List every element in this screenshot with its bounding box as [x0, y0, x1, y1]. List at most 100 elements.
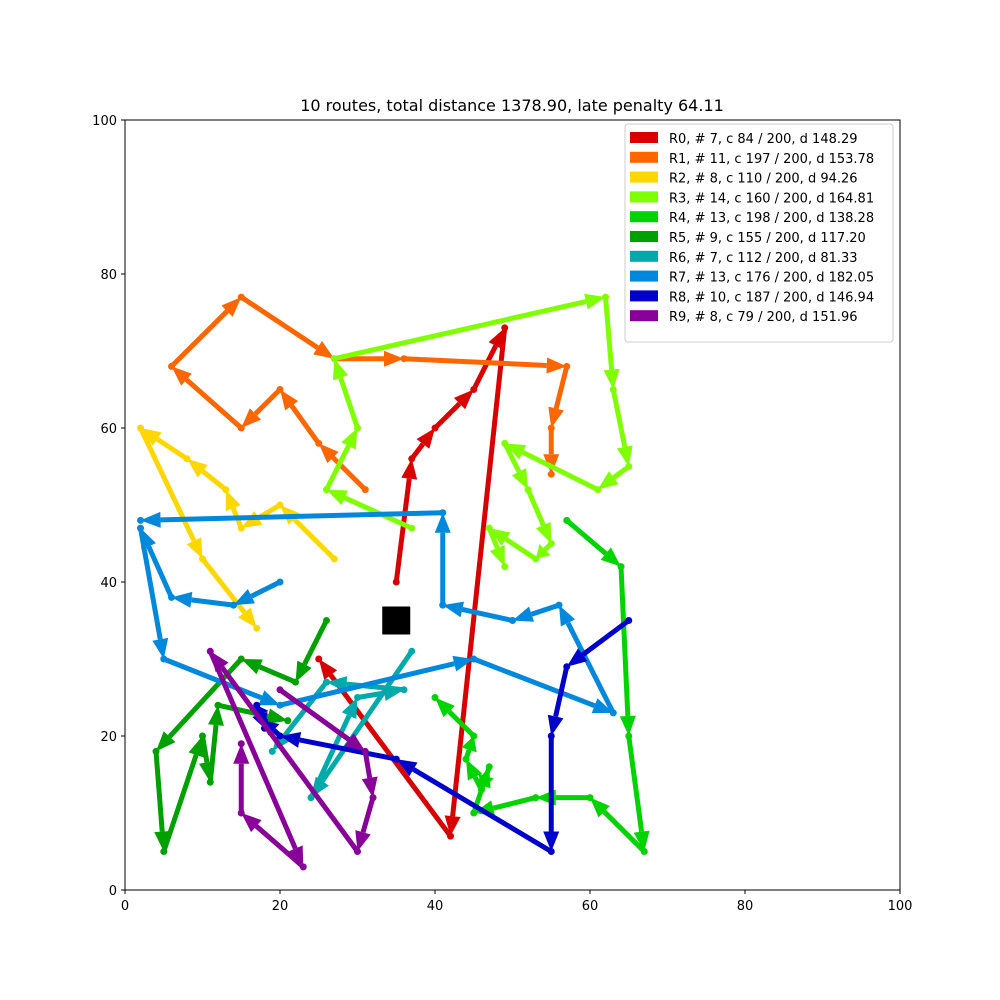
customer-point — [501, 324, 509, 332]
customer-point — [160, 848, 168, 855]
route-segment — [200, 735, 210, 763]
x-tick-label: 60 — [582, 899, 599, 914]
route-segment — [324, 444, 351, 491]
route-segment — [553, 666, 570, 718]
route-segment — [502, 442, 522, 473]
route-arrowhead — [619, 715, 636, 736]
route-segment — [618, 566, 631, 717]
y-tick-label: 100 — [92, 114, 117, 129]
route-segment — [602, 809, 647, 854]
route-segment — [239, 295, 319, 350]
customer-point — [640, 848, 648, 855]
route-arrowhead — [566, 648, 588, 667]
customer-point — [330, 355, 338, 363]
customer-point — [292, 678, 299, 686]
route-arrowhead — [591, 698, 614, 714]
route-segment — [362, 750, 373, 779]
legend-label-r1: R1, # 11, c 197 / 200, d 153.78 — [669, 152, 874, 167]
legend-label-r2: R2, # 8, c 110 / 200, d 94.26 — [669, 172, 858, 187]
route-arrowhead — [489, 528, 511, 546]
route-segment — [308, 714, 352, 799]
customer-point — [183, 455, 191, 463]
customer-point — [609, 386, 617, 393]
route-arrowhead — [489, 545, 505, 567]
route-arrowhead — [208, 705, 224, 726]
route-segment — [626, 735, 645, 833]
chart-title: 10 routes, total distance 1378.90, late … — [300, 96, 724, 115]
route-arrowhead — [512, 606, 535, 622]
route-r8 — [252, 617, 633, 855]
customer-point — [563, 362, 571, 370]
route-arrowhead — [171, 366, 192, 386]
x-tick-label: 0 — [121, 899, 129, 914]
route-arrowhead — [318, 659, 338, 680]
customer-point — [152, 747, 160, 755]
route-segment — [530, 602, 560, 617]
customer-point — [268, 747, 276, 755]
legend-swatch-r8 — [630, 290, 658, 302]
legend-label-r4: R4, # 13, c 198 / 200, d 138.28 — [669, 211, 874, 226]
customer-point — [501, 563, 509, 571]
route-segment — [302, 619, 329, 666]
route-arrowhead — [233, 589, 255, 606]
customer-point — [237, 293, 245, 301]
x-axis: 0 20 40 60 80 100 — [121, 890, 913, 914]
route-arrowhead — [597, 471, 619, 490]
customer-point — [354, 424, 361, 432]
route-segment — [447, 709, 476, 738]
route-r2 — [137, 424, 338, 632]
route-arrowhead — [221, 297, 242, 317]
x-tick-label: 40 — [427, 899, 444, 914]
route-segment — [581, 618, 631, 657]
route-arrowhead — [295, 660, 312, 683]
route-segment — [184, 377, 243, 430]
x-tick-label: 100 — [888, 899, 913, 914]
legend-swatch-r9 — [630, 310, 658, 322]
route-arrowhead — [600, 547, 621, 567]
route-arrowhead — [258, 690, 280, 706]
route-arrowhead — [396, 759, 418, 777]
legend-label-r7: R7, # 13, c 176 / 200, d 182.05 — [669, 271, 874, 286]
legend-swatch-r5 — [630, 231, 658, 242]
route-arrowhead — [140, 511, 161, 528]
legend: R0, # 7, c 84 / 200, d 148.29 R1, # 11, c… — [624, 123, 894, 343]
customer-point — [369, 794, 377, 802]
route-arrowhead — [156, 731, 176, 752]
route-arrowhead — [333, 358, 349, 381]
route-segment — [393, 478, 412, 583]
route-arrowhead — [633, 830, 650, 852]
customer-point — [470, 655, 478, 663]
customer-point — [237, 809, 245, 817]
customer-point — [408, 455, 416, 463]
legend-label-r5: R5, # 9, c 155 / 200, d 117.20 — [669, 231, 866, 246]
route-segment — [289, 404, 321, 445]
customer-point — [563, 663, 571, 671]
customer-point — [361, 747, 369, 755]
route-r0 — [315, 324, 509, 840]
customer-point — [431, 694, 439, 701]
route-segment — [553, 365, 570, 410]
route-arrowhead — [444, 815, 461, 837]
route-arrowhead — [584, 293, 606, 310]
customer-point — [323, 486, 330, 494]
y-tick-label: 40 — [100, 576, 117, 591]
route-arrowhead — [355, 830, 371, 852]
route-arrowhead — [233, 743, 250, 764]
legend-label-r6: R6, # 7, c 112 / 200, d 81.33 — [669, 251, 858, 266]
route-segment — [461, 606, 514, 623]
route-arrowhead — [341, 697, 358, 720]
customer-point — [594, 486, 602, 494]
customer-point — [222, 486, 230, 494]
legend-box — [624, 123, 894, 343]
customer-point — [354, 694, 361, 701]
route-arrowhead — [341, 428, 358, 450]
customer-point — [206, 647, 214, 655]
route-arrowhead — [280, 732, 302, 748]
route-arrowhead — [453, 389, 474, 410]
routes-layer — [137, 293, 650, 871]
route-segment — [155, 436, 189, 461]
y-axis: 0 20 40 60 80 100 — [92, 114, 125, 899]
y-tick-label: 80 — [100, 268, 117, 283]
customer-point — [408, 647, 416, 655]
